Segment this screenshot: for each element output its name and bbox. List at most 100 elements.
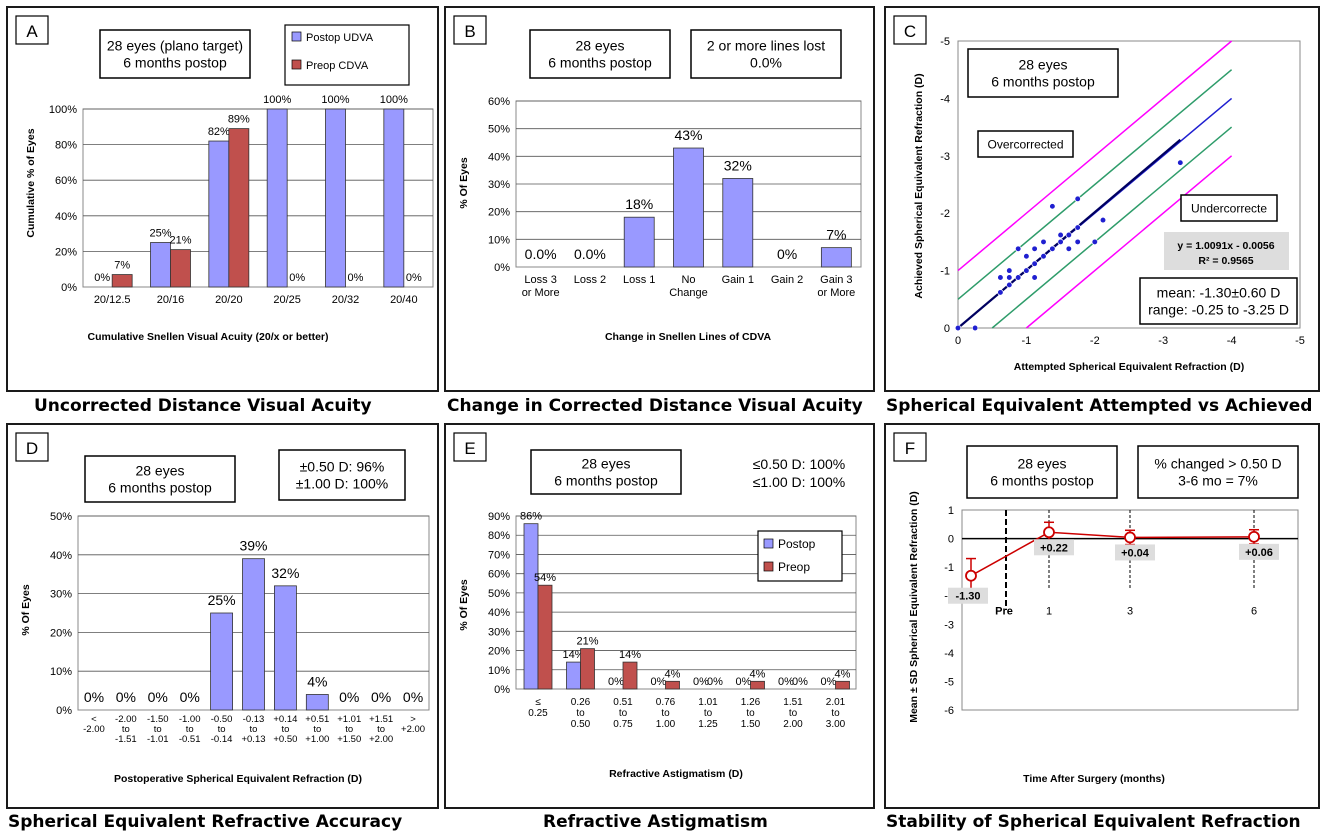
- data-point-c: [1015, 274, 1022, 281]
- data-label-f: +0.22: [1040, 542, 1068, 554]
- data-point-c: [1031, 260, 1038, 267]
- data-point-c: [997, 274, 1004, 281]
- y-tick-e: 0%: [494, 684, 510, 696]
- data-label-bg-f: [948, 587, 988, 604]
- data-point-f: [1124, 531, 1136, 544]
- data-label-b: 0%: [777, 246, 797, 262]
- info-box-f2-line-0: % changed > 0.50 D: [1154, 456, 1281, 472]
- plot-area-a: [82, 108, 434, 288]
- x-tick-e-0: 0.76: [656, 697, 676, 708]
- x-tick-e-1: to: [576, 708, 585, 719]
- y-tick-b: 20%: [488, 207, 510, 219]
- info-box-b2-line-1: 0.0%: [750, 55, 782, 71]
- bar-e-preop: [537, 584, 553, 690]
- y-tick-d: 30%: [50, 589, 72, 601]
- y-tick-a: 40%: [55, 211, 77, 223]
- x-tick-e-2: 0.75: [613, 719, 633, 730]
- y-tick-a: 0%: [61, 282, 77, 294]
- panel-f: F 28 eyes 6 months postop % changed > 0.50 …: [884, 423, 1320, 809]
- data-label-e: 0%: [736, 676, 752, 688]
- legend-e-label-1: Preop: [778, 560, 810, 574]
- panel-letter-d: [15, 432, 49, 462]
- bar-b: [673, 147, 704, 268]
- x-tick-e-0: 0.26: [571, 697, 591, 708]
- data-label-a: 21%: [169, 235, 191, 247]
- x-tick-b-0: Gain 3: [820, 274, 852, 286]
- info-box-e: [530, 449, 682, 495]
- y-tick-e: 10%: [488, 665, 510, 677]
- data-label-a: 100%: [380, 94, 408, 106]
- x-tick-d-0: -0.13: [243, 714, 265, 725]
- panel-b: B 28 eyes 6 months postop 2 or more lines l…: [444, 6, 875, 392]
- data-label-f: +0.06: [1245, 547, 1273, 559]
- legend-a-swatch-1: [291, 59, 302, 70]
- x-axis-label-a: Cumulative Snellen Visual Acuity (20/x o…: [88, 331, 329, 343]
- data-point-c: [1074, 224, 1081, 231]
- data-point-c: [1023, 267, 1030, 274]
- caption-f: Stability of Spherical Equivalent Refrac…: [886, 812, 1301, 832]
- data-label-b: 7%: [826, 227, 846, 243]
- x-tick-d-0: <: [91, 714, 97, 725]
- y-axis-label-e: % Of Eyes: [458, 579, 470, 631]
- series-line-f: [970, 531, 1255, 577]
- bar-e-preop: [580, 648, 595, 690]
- y-tick-e: 60%: [488, 569, 510, 581]
- overcorrected-label-line-0: Overcorrected: [987, 137, 1063, 151]
- panel-letter-f-text: F: [905, 439, 915, 458]
- data-label-d: 0%: [403, 689, 423, 705]
- caption-b: Change in Corrected Distance Visual Acui…: [447, 396, 863, 416]
- panel-letter-c: [893, 15, 927, 45]
- x-tick-d-0: +1.01: [337, 714, 361, 725]
- bar-d: [210, 612, 233, 711]
- stats-box-c-line-0: mean: -1.30±0.60 D: [1157, 285, 1281, 301]
- x-tick-a: 20/20: [215, 294, 243, 306]
- x-tick-e-1: to: [661, 708, 670, 719]
- info-box-f2: [1137, 445, 1299, 499]
- data-label-d: 32%: [271, 565, 299, 581]
- y-tick-b: 60%: [488, 96, 510, 108]
- info-box-f-line-1: 6 months postop: [990, 473, 1094, 489]
- x-tick-b-0: Gain 2: [771, 274, 803, 286]
- x-tick-f: Pre: [995, 606, 1013, 618]
- data-point-c: [1065, 245, 1072, 252]
- data-label-f: -1.30: [955, 591, 980, 603]
- panel-letter-c-text: C: [904, 22, 916, 41]
- info-box-b2: [690, 29, 842, 79]
- x-tick-e-1: to: [746, 708, 755, 719]
- y-axis-label-a: Cumulative % of Eyes: [25, 128, 37, 237]
- bar-a-postop: [266, 108, 288, 288]
- info-box-d-line-1: 6 months postop: [108, 480, 212, 496]
- x-tick-e-0: 0.51: [613, 697, 633, 708]
- x-tick-e-2: 2.00: [783, 719, 803, 730]
- y-tick-e: 20%: [488, 646, 510, 658]
- bar-a-postop: [325, 108, 346, 288]
- info-box-d2-line-1: ±1.00 D: 100%: [296, 476, 389, 492]
- data-label-d: 0%: [116, 689, 136, 705]
- x-tick-e-2: 1.00: [656, 719, 676, 730]
- y-tick-e: 40%: [488, 607, 510, 619]
- data-point-f: [965, 569, 977, 582]
- x-tick-d-0: +0.51: [305, 714, 329, 725]
- data-label-d: 0%: [84, 689, 104, 705]
- data-point-c: [1074, 195, 1081, 203]
- data-label-a: 100%: [263, 94, 291, 106]
- data-label-a: 0%: [348, 272, 364, 284]
- x-tick-f: 3: [1127, 606, 1133, 618]
- y-tick-d: 0%: [56, 705, 72, 717]
- data-point-c: [1099, 216, 1107, 224]
- x-tick-d-0: +1.51: [369, 714, 393, 725]
- overcorrection-1d-line: [957, 40, 1233, 272]
- equation-line-1: R² = 0.9565: [1198, 255, 1253, 267]
- data-label-e: 4%: [665, 668, 681, 680]
- panel-letter-d-text: D: [26, 439, 38, 458]
- bar-e-postop: [523, 523, 539, 690]
- data-label-a: 100%: [321, 94, 349, 106]
- data-label-b: 0.0%: [525, 246, 557, 262]
- caption-a: Uncorrected Distance Visual Acuity: [34, 396, 372, 416]
- data-label-e: 0%: [821, 676, 837, 688]
- data-label-d: 0%: [148, 689, 168, 705]
- data-point-c: [1015, 245, 1022, 252]
